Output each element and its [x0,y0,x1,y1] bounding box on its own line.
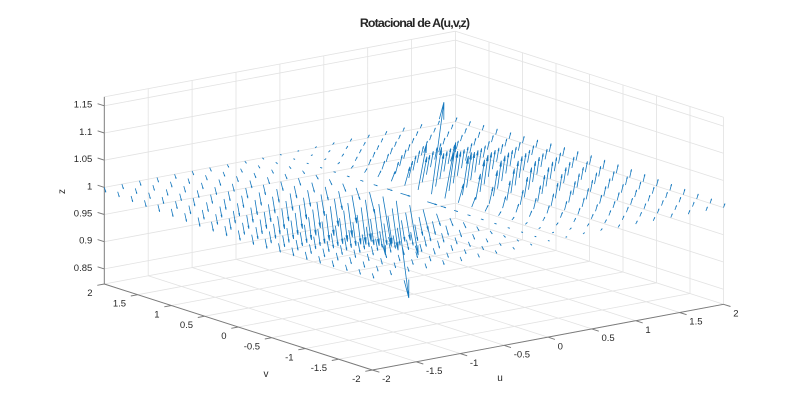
svg-text:0: 0 [558,341,563,352]
svg-text:1.15: 1.15 [74,100,93,111]
svg-text:2: 2 [733,309,738,320]
svg-text:z: z [57,189,68,194]
svg-text:v: v [264,369,269,380]
svg-text:1.1: 1.1 [79,127,92,138]
svg-text:1: 1 [645,325,650,336]
svg-text:-1: -1 [285,352,293,363]
svg-text:-1.5: -1.5 [311,363,327,374]
svg-text:1.05: 1.05 [74,154,93,165]
svg-text:0: 0 [221,331,226,342]
svg-text:0.5: 0.5 [602,333,615,344]
svg-text:-1: -1 [470,358,478,369]
svg-text:0.9: 0.9 [79,236,92,247]
svg-text:0.85: 0.85 [74,263,93,274]
svg-text:1.5: 1.5 [113,299,126,310]
svg-text:-2: -2 [382,374,390,385]
svg-text:-1.5: -1.5 [426,366,442,377]
svg-text:-0.5: -0.5 [514,350,530,361]
svg-text:1: 1 [154,309,159,320]
svg-text:0.5: 0.5 [180,320,193,331]
svg-text:-0.5: -0.5 [244,342,260,353]
svg-text:0.95: 0.95 [74,208,93,219]
svg-text:1.5: 1.5 [689,317,702,328]
svg-text:Rotacional de A(u,v,z): Rotacional de A(u,v,z) [360,16,470,30]
svg-text:2: 2 [87,288,92,299]
svg-text:1: 1 [87,181,92,192]
svg-text:-2: -2 [352,374,360,385]
svg-text:u: u [497,373,503,384]
